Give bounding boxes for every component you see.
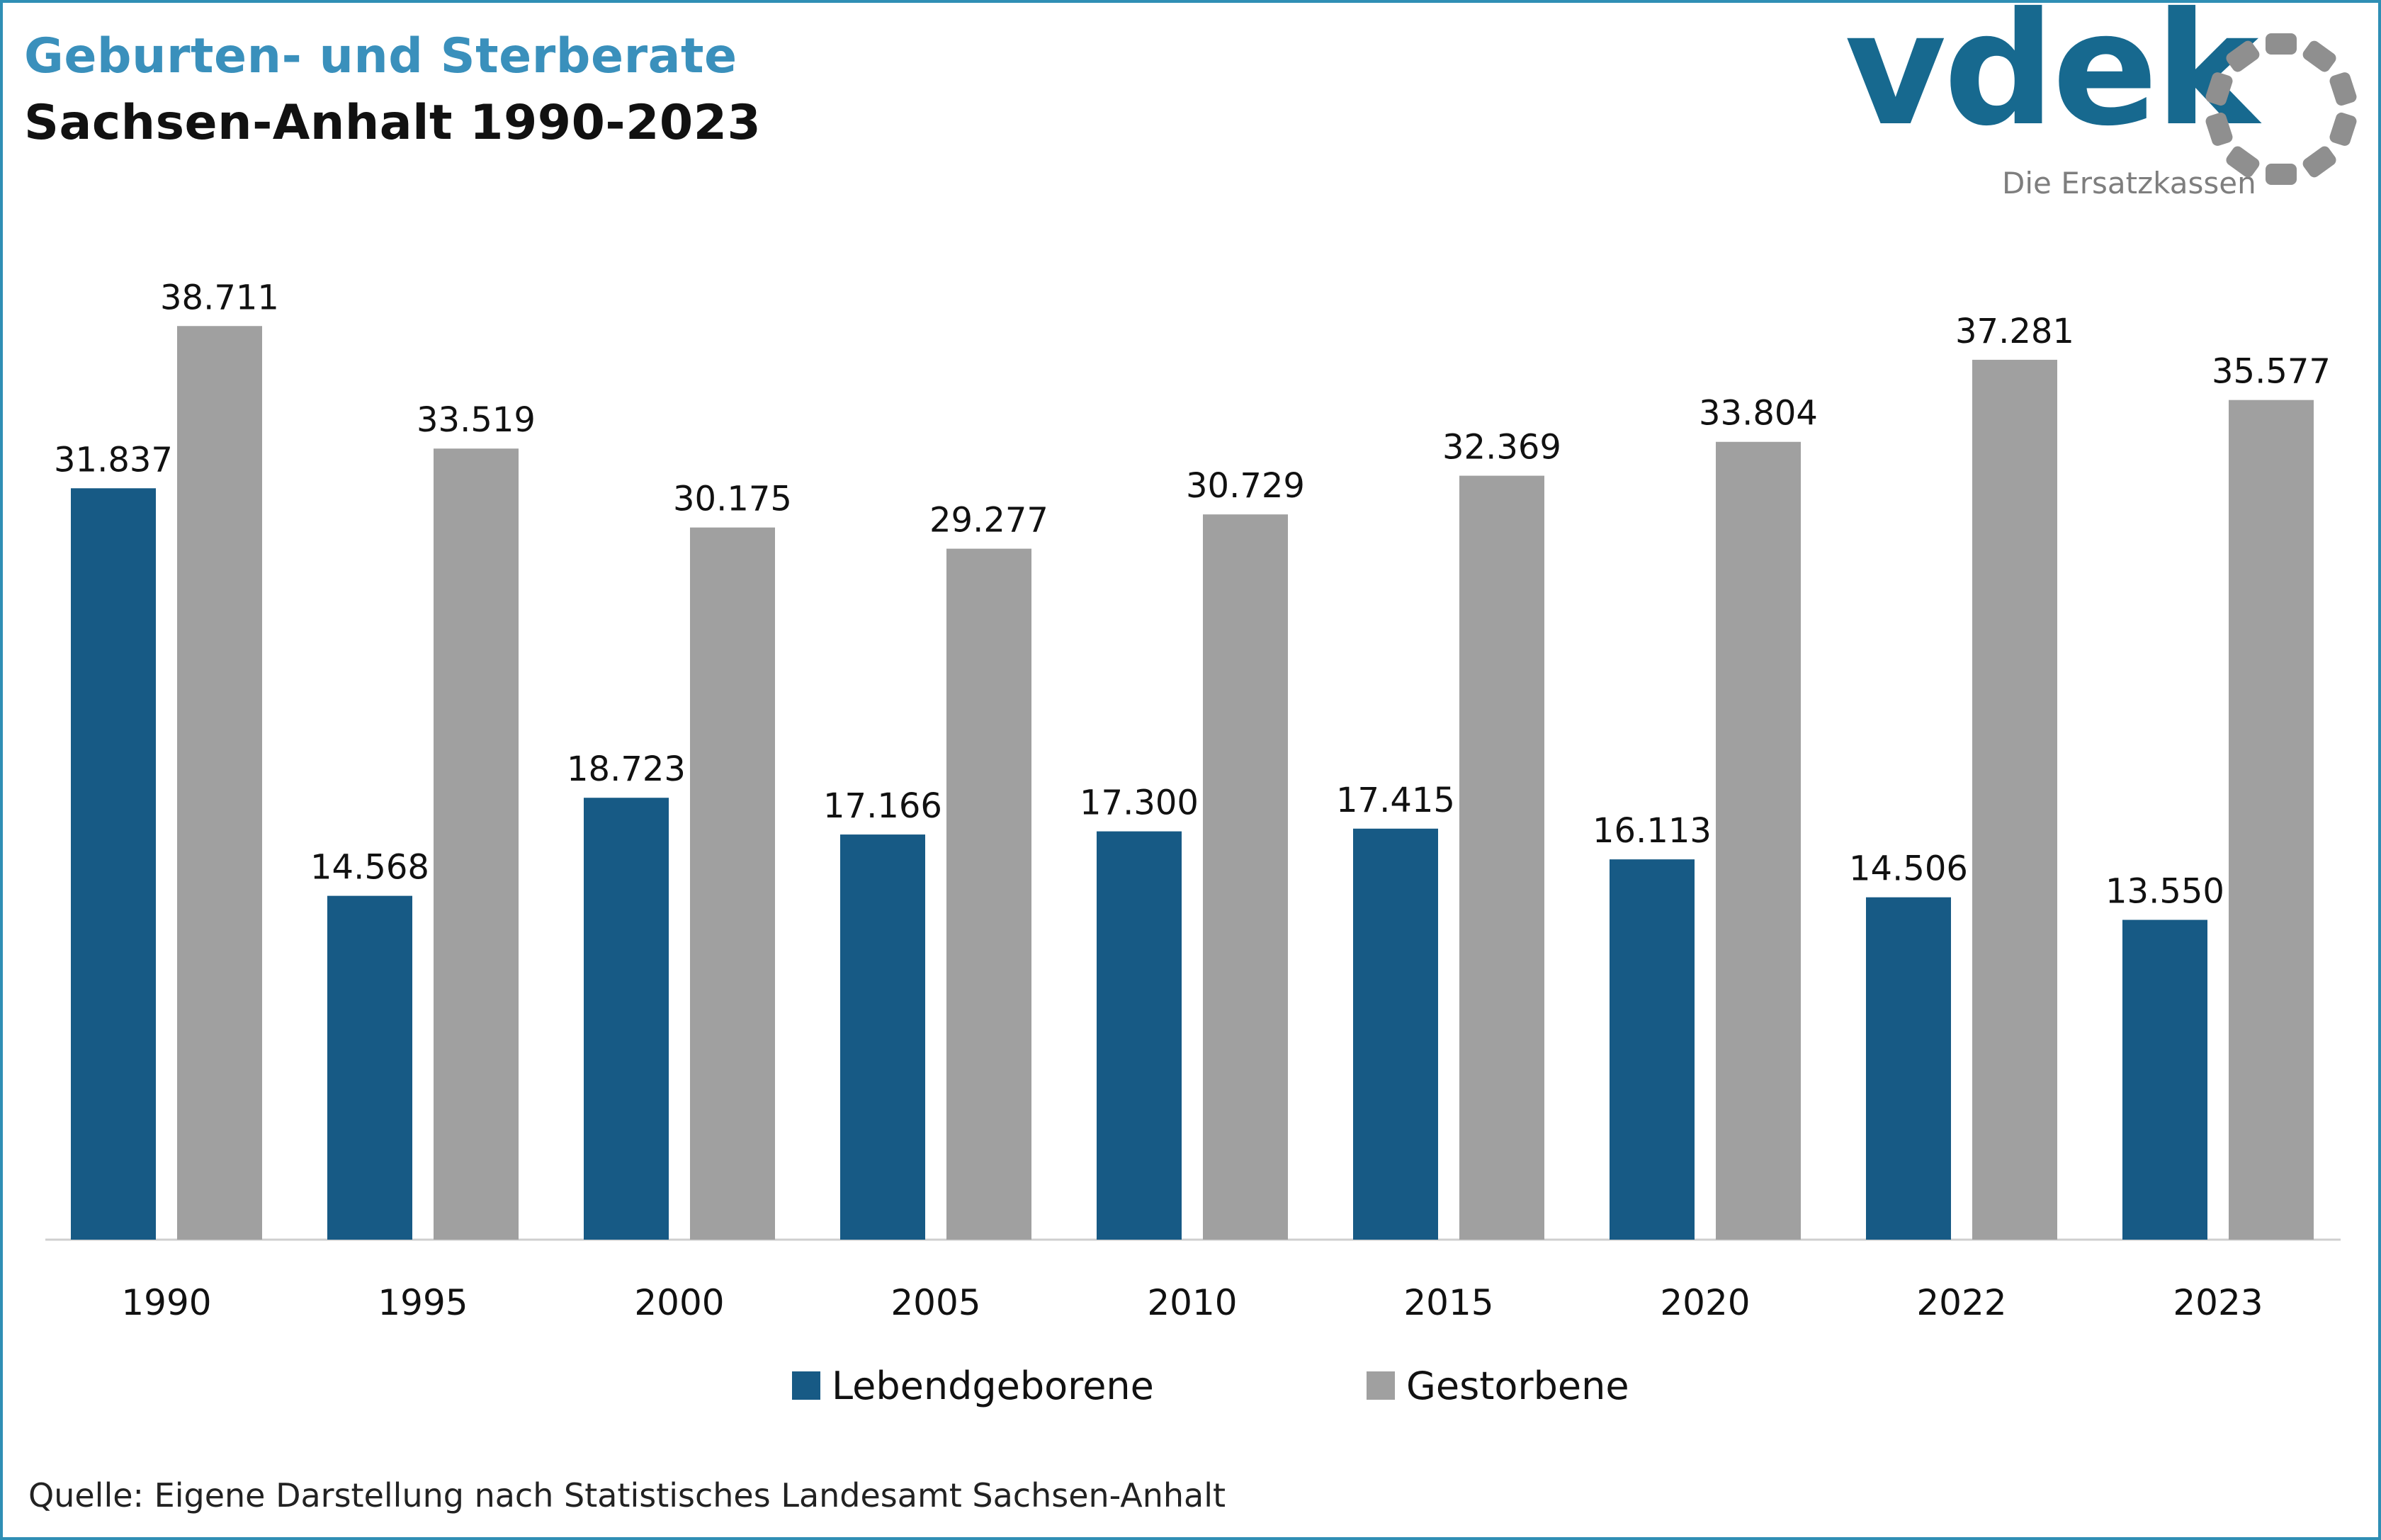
logo-ring-segment [2266,33,2297,55]
legend-label-lebendgeborene: Lebendgeborene [832,1363,1154,1408]
x-tick-label-2022: 2022 [1916,1282,2006,1323]
vdek-ring-logo-icon [2205,33,2357,185]
bar-gestorbene-2020 [1716,441,1801,1240]
data-label-gestorbene-2010: 30.729 [1186,466,1305,506]
bar-lebendgeborene-1990 [71,488,156,1240]
bar-gestorbene-2010 [1203,514,1288,1240]
data-label-lebendgeborene-2000: 18.723 [567,749,686,789]
source-note: Quelle: Eigene Darstellung nach Statisti… [28,1476,1226,1514]
data-label-lebendgeborene-2022: 14.506 [1849,849,1968,889]
legend-label-gestorbene: Gestorbene [1406,1363,1629,1408]
legend-item-lebendgeborene: Lebendgeborene [792,1357,1154,1414]
data-label-gestorbene-1995: 33.519 [417,400,536,440]
data-label-lebendgeborene-1995: 14.568 [310,848,429,888]
data-label-gestorbene-2022: 37.281 [1955,312,2074,351]
legend-swatch-lebendgeborene [792,1371,820,1400]
x-tick-label-2015: 2015 [1403,1282,1493,1323]
bar-lebendgeborene-2023 [2122,919,2207,1240]
x-tick-label-2005: 2005 [890,1282,980,1323]
data-label-lebendgeborene-2020: 16.113 [1593,811,1712,851]
x-tick-label-1995: 1995 [378,1282,468,1323]
data-label-gestorbene-2023: 35.577 [2212,352,2331,392]
bar-gestorbene-1990 [177,326,262,1240]
logo-ring-segment [2226,40,2260,72]
bar-lebendgeborene-2020 [1610,859,1695,1240]
bar-lebendgeborene-2022 [1866,897,1951,1240]
bar-gestorbene-2022 [1972,359,2057,1240]
bar-lebendgeborene-2005 [840,834,925,1240]
bar-lebendgeborene-2015 [1353,828,1438,1240]
bar-gestorbene-2000 [690,527,775,1240]
bar-gestorbene-2023 [2229,400,2314,1240]
bar-gestorbene-1995 [434,448,519,1240]
bar-gestorbene-2005 [946,548,1031,1240]
legend: Lebendgeborene Gestorbene [3,1357,2381,1414]
bar-lebendgeborene-2000 [584,798,669,1240]
logo-ring-segment [2329,112,2357,146]
bar-gestorbene-2015 [1459,475,1544,1240]
data-label-lebendgeborene-2023: 13.550 [2105,872,2224,912]
data-label-gestorbene-1990: 38.711 [160,278,279,317]
legend-item-gestorbene: Gestorbene [1367,1357,1629,1414]
logo-ring-segment [2226,146,2260,178]
logo-wordmark: vdek [1845,0,2258,160]
data-label-lebendgeborene-2015: 17.415 [1336,781,1455,820]
data-label-gestorbene-2015: 32.369 [1442,428,1561,468]
x-tick-label-2020: 2020 [1660,1282,1750,1323]
data-label-lebendgeborene-2005: 17.166 [823,786,942,826]
x-tick-label-2010: 2010 [1147,1282,1237,1323]
data-label-lebendgeborene-1990: 31.837 [54,440,173,480]
logo-ring-segment [2266,164,2297,185]
data-label-gestorbene-2000: 30.175 [673,480,792,519]
logo-tagline: Die Ersatzkassen [2002,166,2256,200]
data-label-gestorbene-2005: 29.277 [929,501,1048,540]
data-label-lebendgeborene-2010: 17.300 [1080,783,1199,823]
logo-ring-segment [2329,72,2357,106]
logo-ring-segment [2302,146,2336,178]
chart-subtitle: Sachsen-Anhalt 1990-2023 [24,95,762,151]
data-label-gestorbene-2020: 33.804 [1699,394,1818,434]
bar-chart: 31.837 38.711 1990 14.568 33.519 1995 18.723 30… [45,278,2341,1323]
bar-lebendgeborene-1995 [327,895,412,1240]
logo-ring-segment [2302,40,2336,72]
legend-swatch-gestorbene [1367,1371,1395,1400]
bar-lebendgeborene-2010 [1097,831,1182,1240]
x-tick-label-2023: 2023 [2173,1282,2263,1323]
x-tick-label-2000: 2000 [634,1282,724,1323]
logo-ring-segment [2205,112,2233,146]
logo-ring-segment [2205,72,2233,106]
vdek-logo: vdek Die Ersatzkassen [1845,0,2369,210]
x-tick-label-1990: 1990 [121,1282,211,1323]
chart-title: Geburten- und Sterberate [24,28,737,84]
